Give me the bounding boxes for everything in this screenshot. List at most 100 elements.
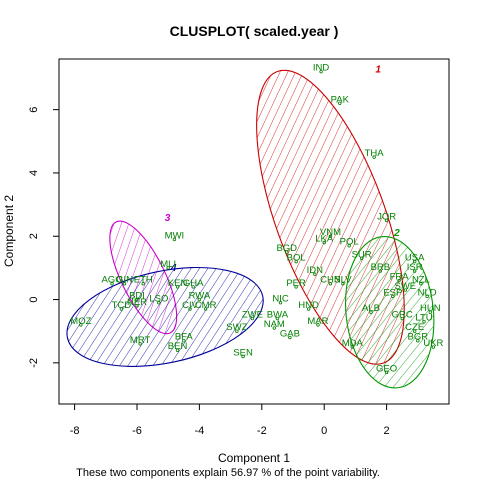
point-label: TCD [112, 300, 132, 311]
point-label: MRT [130, 335, 151, 346]
point-marker [384, 218, 389, 223]
point-marker [338, 101, 342, 106]
point-label: NER [127, 297, 147, 308]
x-tick-label: -8 [70, 425, 80, 437]
cluster-label-2: 2 [393, 228, 400, 239]
point-label: NIC [272, 294, 289, 305]
x-tick-label: -4 [195, 425, 205, 437]
point-marker [369, 310, 373, 314]
point-marker [341, 282, 345, 286]
point-marker [166, 266, 170, 270]
point-label: HUN [420, 303, 441, 314]
point-label: GAB [280, 329, 300, 340]
point-label: RWA [189, 291, 211, 302]
x-tick-label: 2 [384, 425, 390, 437]
point-label: ESP [383, 287, 402, 298]
point-marker [416, 338, 420, 343]
point-label: SWE [394, 281, 416, 292]
y-axis-title: Component 2 [2, 195, 16, 267]
point-marker [412, 259, 417, 264]
point-marker [110, 282, 114, 286]
point-label: NLD [418, 287, 437, 298]
point-marker [412, 269, 417, 273]
point-marker [391, 294, 395, 299]
point-label: BGR [408, 332, 429, 343]
point-marker [285, 250, 289, 254]
point-marker [384, 370, 389, 375]
point-label: BOL [287, 253, 306, 264]
point-marker [419, 282, 423, 286]
point-label: CIV [182, 300, 199, 311]
point-label: UKR [423, 338, 443, 349]
point-label: BEN [168, 341, 188, 352]
point-marker [431, 345, 436, 349]
point-label: ISR [407, 262, 423, 273]
point-marker [316, 323, 320, 327]
point-marker [175, 348, 180, 352]
x-tick-label: -2 [257, 425, 267, 437]
point-marker [347, 244, 351, 248]
point-label: MLI [160, 259, 176, 270]
point-label: GRC [392, 310, 413, 321]
y-tick-label: 6 [28, 107, 40, 113]
point-label: BWA [267, 310, 289, 321]
point-label: NZL [412, 275, 430, 286]
point-label: GIN [116, 275, 133, 286]
point-marker [278, 301, 283, 305]
point-marker [135, 297, 139, 302]
point-marker [428, 310, 432, 314]
point-label: SEN [233, 348, 253, 359]
x-axis-title: Component 1 [218, 451, 290, 465]
chart-title: CLUSPLOT( scaled.year ) [170, 23, 339, 39]
point-label: LTU [415, 313, 432, 324]
point-marker [350, 345, 354, 349]
point-label: FRA [390, 272, 410, 283]
plot-frame [58, 58, 450, 405]
point-marker [359, 256, 364, 261]
point-label: GEO [376, 363, 397, 374]
point-label: SUR [352, 249, 372, 260]
x-axis: -8 -6 -4 -2 0 2 [70, 404, 390, 437]
point-marker [79, 323, 83, 327]
cluster-label-1: 1 [375, 64, 381, 75]
x-tick-label: 0 [321, 425, 327, 437]
variability-caption: These two components explain 56.97 % of … [76, 467, 380, 479]
y-tick-label: 4 [28, 170, 40, 176]
point-label: BRB [371, 262, 391, 273]
point-label: ZWE [242, 310, 263, 321]
point-label: ETH [134, 275, 153, 286]
point-marker [182, 338, 186, 343]
point-label: USA [405, 253, 425, 264]
point-marker [425, 294, 429, 299]
point-label: NAM [264, 319, 285, 330]
point-label: PAK [331, 94, 350, 105]
point-label: KEN [168, 278, 188, 289]
point-label: THA [365, 148, 385, 159]
point-label: SLV [334, 275, 352, 286]
point-marker [319, 69, 323, 74]
point-label: PER [286, 278, 306, 289]
point-label: IND [313, 63, 330, 74]
point-marker [294, 285, 298, 289]
point-label: IDN [307, 265, 324, 276]
point-marker [403, 288, 408, 292]
point-marker [197, 297, 202, 302]
point-marker [288, 335, 292, 340]
point-label: LKA [315, 234, 334, 245]
point-label: BDI [129, 291, 145, 302]
cluster-label-4: 4 [170, 263, 177, 274]
cluster-label-3: 3 [165, 213, 171, 224]
point-marker [235, 329, 239, 333]
point-label: MWI [165, 230, 185, 241]
point-marker [241, 354, 245, 359]
point-label: POL [340, 237, 359, 248]
point-marker [141, 282, 145, 286]
point-marker [378, 269, 383, 273]
point-marker [397, 278, 401, 283]
point-marker [119, 307, 124, 311]
point-marker [203, 307, 208, 311]
point-label: MDA [342, 338, 364, 349]
point-label: BFA [175, 332, 194, 343]
